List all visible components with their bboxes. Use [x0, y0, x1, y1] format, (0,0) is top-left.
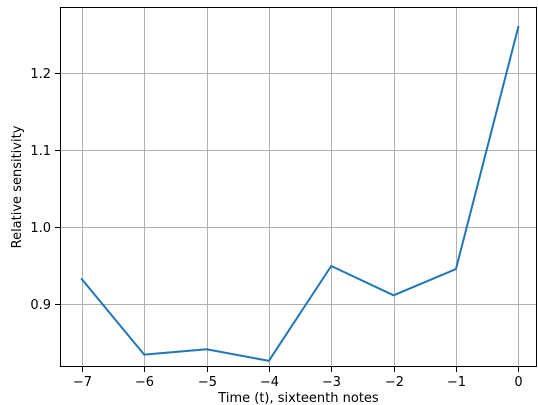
series-layer — [80, 25, 520, 362]
y-tick-label: 0.9 — [30, 298, 51, 313]
y-tick-label: 1.2 — [30, 67, 51, 82]
y-tick-label: 1.0 — [30, 221, 51, 236]
plot-area-frame — [60, 7, 537, 367]
x-tick-label: −1 — [447, 375, 466, 390]
x-tick-label: −3 — [322, 375, 341, 390]
x-tick-label: −5 — [198, 375, 217, 390]
x-tick-label: −2 — [385, 375, 404, 390]
series-line-1 — [80, 25, 520, 362]
x-tick-label: −4 — [260, 375, 279, 390]
y-tick-label: 1.1 — [30, 144, 51, 159]
x-tick-label: 0 — [514, 375, 522, 390]
x-tick-label: −7 — [73, 375, 92, 390]
y-axis-label: Relative sensitivity — [10, 125, 25, 248]
axis-ticks: −7 −6 −5 −4 −3 −2 −1 0 0.9 1.0 1.1 1.2 — [30, 67, 522, 390]
grid — [60, 7, 537, 367]
x-tick-label: −6 — [135, 375, 154, 390]
x-axis-label: Time (t), sixteenth notes — [217, 391, 379, 405]
